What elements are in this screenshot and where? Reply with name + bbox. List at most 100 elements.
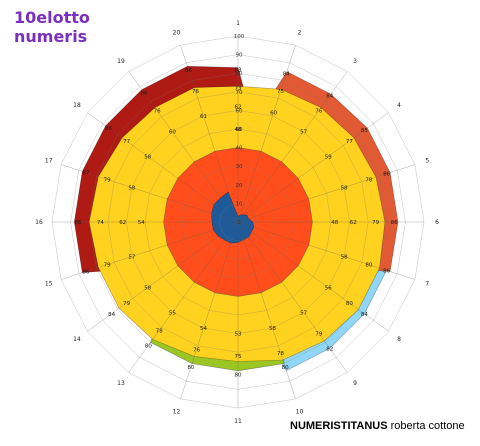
data-label-2: 73 [235, 86, 242, 92]
data-label-18: 79 [372, 220, 379, 226]
data-label-34: 75 [235, 354, 242, 360]
data-label-43: 79 [123, 301, 130, 307]
grid-spoke-20 [180, 45, 239, 223]
axis-label-2: 2 [298, 30, 302, 37]
credit-author-name: roberta cottone [390, 420, 465, 432]
grid-spoke-14 [87, 221, 239, 332]
ring-label-layer: 0 10 20 30 40 50 60 70 80 90 100 [234, 34, 245, 226]
grid-spoke-9 [237, 221, 348, 373]
data-label-35: 53 [235, 332, 242, 338]
data-label-9: 76 [315, 109, 322, 115]
axis-label-14: 14 [73, 336, 81, 343]
data-label-44: 58 [144, 286, 151, 292]
data-label-13: 59 [325, 154, 332, 160]
grid-spoke-12 [180, 221, 239, 399]
data-label-23: 58 [341, 255, 348, 261]
grid-spoke-8 [237, 221, 389, 332]
chart-title-line-1: 10elotto [14, 8, 90, 27]
data-label-19: 62 [350, 220, 357, 226]
data-label-57: 58 [144, 154, 151, 160]
grid-spoke-15 [61, 221, 239, 280]
data-label-36: 80 [187, 365, 194, 371]
grid-spoke-7 [237, 221, 415, 280]
grid-spoke-4 [237, 112, 389, 223]
data-label-40: 78 [156, 328, 163, 334]
data-label-25: 80 [346, 301, 353, 307]
chart-title-line-2: numeris [14, 27, 88, 46]
ring-label-70: 70 [236, 90, 243, 96]
data-label-31: 78 [277, 351, 284, 357]
data-label-10: 57 [300, 130, 307, 136]
data-label-7: 60 [270, 110, 277, 116]
data-label-59: 76 [154, 109, 161, 115]
data-label-48: 86 [75, 220, 82, 226]
grid-spoke-5 [237, 164, 415, 223]
axis-label-5: 5 [425, 158, 429, 165]
data-label-42: 84 [108, 312, 115, 318]
axis-label-18: 18 [73, 102, 81, 109]
data-label-1: 83 [235, 68, 242, 74]
data-label-6: 75 [277, 89, 284, 95]
data-label-56: 77 [123, 139, 130, 145]
axis-label-20: 20 [173, 30, 181, 37]
data-label-12: 77 [346, 139, 353, 145]
axis-label-16: 16 [35, 219, 43, 226]
data-label-41: 55 [169, 310, 176, 316]
data-label-50: 62 [119, 220, 126, 226]
axis-label-11: 11 [234, 418, 242, 425]
data-label-47: 57 [128, 255, 135, 261]
data-label-60: 60 [169, 130, 176, 136]
axis-label-4: 4 [397, 102, 401, 109]
grid-spoke-10 [237, 221, 296, 399]
ring-label-30: 30 [236, 164, 243, 170]
axis-label-10: 10 [296, 408, 304, 415]
data-label-55: 86 [105, 126, 112, 132]
data-label-45: 86 [82, 269, 89, 275]
axis-label-7: 7 [425, 281, 429, 288]
grid-spoke-2 [237, 45, 296, 223]
data-label-52: 87 [82, 171, 89, 177]
axis-label-8: 8 [397, 336, 401, 343]
grid-spoke-18 [87, 112, 239, 223]
axis-label-15: 15 [45, 281, 53, 288]
data-label-39: 80 [145, 343, 152, 349]
data-label-30: 80 [282, 365, 289, 371]
ring-label-0: 0 [237, 220, 241, 226]
axis-label-19: 19 [117, 58, 125, 65]
ring-label-80: 80 [236, 71, 243, 77]
data-label-33: 80 [235, 373, 242, 379]
data-label-37: 76 [193, 347, 200, 353]
data-label-29: 57 [300, 310, 307, 316]
axis-label-6: 6 [435, 219, 439, 226]
data-label-22: 80 [365, 263, 372, 269]
ring-label-10: 10 [236, 201, 243, 207]
data-label-8: 84 [326, 94, 333, 100]
data-label-32: 58 [269, 326, 276, 332]
data-label-4: 48 [235, 127, 242, 133]
data-label-26: 56 [325, 286, 332, 292]
ring-label-60: 60 [236, 108, 243, 114]
axis-label-13: 13 [117, 380, 125, 387]
axis-label-17: 17 [45, 158, 53, 165]
data-label-24: 84 [361, 312, 368, 318]
grid-spoke-3 [237, 71, 348, 223]
grid-spoke-19 [128, 71, 239, 223]
axis-label-3: 3 [353, 58, 357, 65]
data-label-54: 58 [128, 186, 135, 192]
data-label-15: 78 [365, 178, 372, 184]
grid-layer [51, 35, 425, 409]
ring-label-100: 100 [234, 34, 245, 40]
ring-label-20: 20 [236, 183, 243, 189]
data-label-28: 79 [315, 331, 322, 337]
credit-author-bold: NUMERISTITANUS [290, 420, 388, 432]
data-label-21: 86 [383, 268, 390, 274]
data-label-46: 79 [104, 263, 111, 269]
data-label-61: 86 [185, 68, 192, 74]
data-label-63: 61 [200, 114, 207, 120]
data-label-62: 76 [192, 89, 199, 95]
data-label-16: 58 [341, 186, 348, 192]
data-label-14: 86 [383, 172, 390, 178]
ring-label-90: 90 [236, 53, 243, 59]
